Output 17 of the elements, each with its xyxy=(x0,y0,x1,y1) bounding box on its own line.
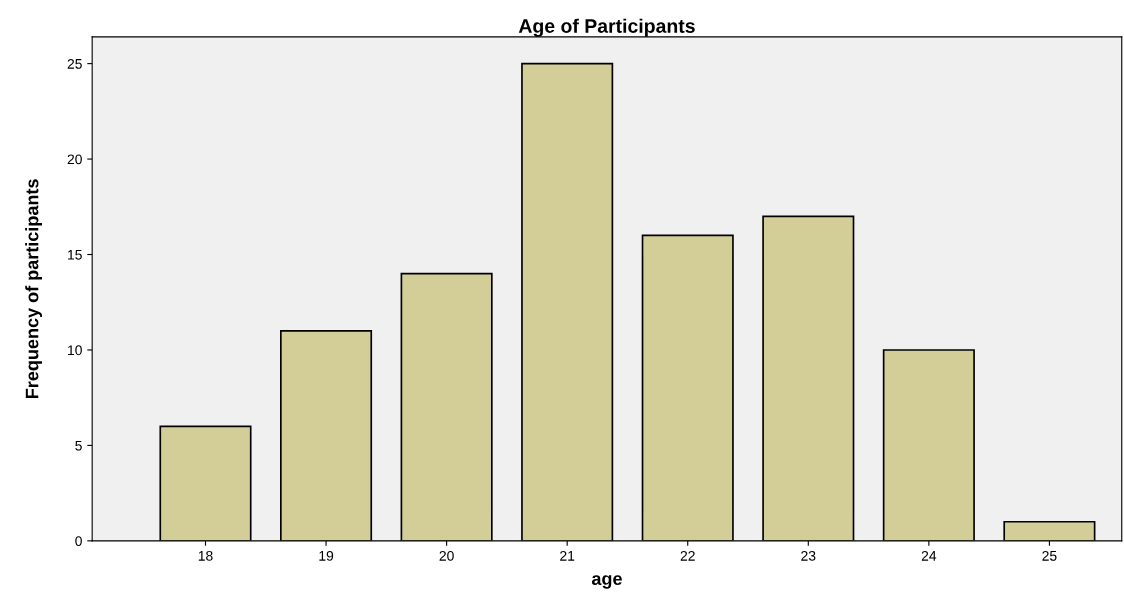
x-tick-label: 21 xyxy=(560,550,575,561)
x-tick-label: 20 xyxy=(439,550,454,561)
y-tick-label: 0 xyxy=(75,536,82,547)
x-tick-label: 18 xyxy=(198,550,213,561)
y-tick-label: 20 xyxy=(67,154,82,165)
y-tick-label: 5 xyxy=(75,440,82,451)
x-axis-title: age xyxy=(591,575,622,589)
y-axis-title: Frequency of participants xyxy=(25,179,42,399)
y-tick-label: 10 xyxy=(68,345,82,356)
x-tick-label: 25 xyxy=(1042,550,1057,561)
x-tick-label: 19 xyxy=(319,550,334,561)
chart-title: Age of Participants xyxy=(518,18,695,37)
x-tick-label: 22 xyxy=(680,550,695,561)
y-tick-label: 15 xyxy=(68,249,82,260)
x-tick-label: 23 xyxy=(801,550,816,561)
x-tick-label: 24 xyxy=(921,550,937,561)
y-tick-label: 25 xyxy=(67,58,82,69)
